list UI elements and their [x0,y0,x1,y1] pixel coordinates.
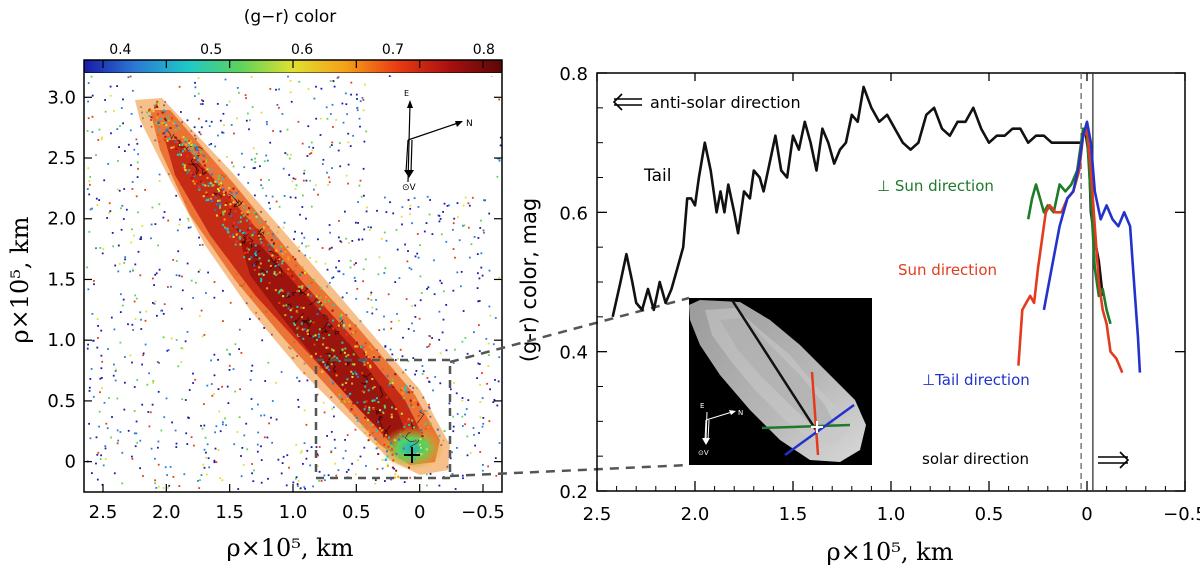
colorbar-tick-label: 0.6 [291,42,313,58]
left-panel: (g−r) color 0.4 0.5 0.6 0.7 0.8 [6,7,505,562]
solar-label: solar direction [922,450,1029,468]
right-y-axis-label: (g-r) color, mag [517,198,541,362]
left-x-tick-label: 0.5 [342,502,371,523]
orientation-compass: E N ⊙V [368,77,496,195]
solar-arrow [1098,451,1130,469]
nucleus-position-lines [1080,73,1094,491]
anti-solar-arrow [612,93,642,111]
zoom-connector-bottom [449,463,690,478]
inset-compass-north-label: N [738,409,743,417]
left-y-tick-label: 2.0 [47,209,76,230]
perp-sun-label: ⊥ Sun direction [877,177,994,195]
inset-compass-east-label: E [700,402,704,410]
series-line-sun-direction [1026,127,1112,325]
left-x-tick-label: 1.0 [279,502,308,523]
left-x-tick-label: 1.5 [215,502,244,523]
inset-compass: E N ⊙V [698,402,743,457]
left-y-axis: 0 0.5 1.0 1.5 2.0 2.5 3.0 [47,87,502,473]
inset-tail-line [730,299,818,431]
left-y-tick-label: 3.0 [47,87,76,108]
right-x-tick-label: 2.0 [681,504,710,525]
perp-tail-label: ⊥Tail direction [922,371,1030,389]
nucleus-marker [404,447,420,463]
inset-compass-view-label: ⊙V [698,449,709,457]
compass-east-label: E [404,89,409,98]
tail-color-speckles [146,100,446,479]
right-x-axis: 2.5 2.0 1.5 1.0 0.5 0 −0.5 [583,73,1200,525]
sun-label: Sun direction [898,261,997,279]
right-y-axis: 0.2 0.4 0.6 0.8 [559,64,1185,503]
right-x-tick-label: 2.5 [583,504,612,525]
left-x-tick-label: 2.5 [89,502,118,523]
right-y-tick-label: 0.4 [559,343,588,364]
colorbar-title: (g−r) color [244,7,337,27]
left-x-tick-label: 2.0 [152,502,181,523]
inset-sun-line [810,371,820,456]
right-panel: 2.5 2.0 1.5 1.0 0.5 0 −0.5 0.2 0.4 0.6 0.8 (g-r) … [517,64,1200,566]
tail-label: Tail [643,166,671,186]
right-y-tick-label: 0.2 [559,482,588,503]
compass-view-label: ⊙V [402,183,417,193]
comet-tail [135,98,450,475]
right-y-tick-label: 0.6 [559,203,588,224]
compass-north-label: N [466,119,473,129]
colorbar-tick-label: 0.7 [382,42,404,58]
anti-solar-label: anti-solar direction [650,93,801,112]
series-line-tail-direction [1042,120,1142,373]
left-y-axis-label: ρ×10⁵, km [6,216,34,343]
inset-perp-tail-line [784,403,855,457]
inset-image: E N ⊙V [689,298,872,465]
colorbar-tick-label: 0.5 [200,42,222,58]
left-y-tick-label: 2.5 [47,148,76,169]
colorbar-tick-label: 0.8 [473,42,495,58]
left-x-axis: 2.5 2.0 1.5 1.0 0.5 0 −0.5 [89,60,505,523]
left-y-tick-label: 1.5 [47,269,76,290]
series-line-sun-direction [1017,127,1124,374]
left-y-tick-label: 0 [65,452,76,473]
right-x-tick-label: 1.0 [877,504,906,525]
right-x-tick-label: 0.5 [975,504,1004,525]
inset-perp-sun-line [761,423,851,430]
right-x-tick-label: 0 [1081,504,1092,525]
series-lines [611,85,1142,374]
inset-nucleus-marker [811,421,823,433]
series-line-tail [611,85,1104,318]
colorbar-tick-labels: 0.4 0.5 0.6 0.7 0.8 [109,42,495,58]
right-x-tick-label: 1.5 [779,504,808,525]
left-x-tick-label: −0.5 [461,502,505,523]
left-y-tick-label: 1.0 [47,330,76,351]
left-x-tick-label: 0 [414,502,425,523]
right-x-tick-label: −0.5 [1163,504,1200,525]
right-y-tick-label: 0.8 [559,64,588,85]
left-y-tick-label: 0.5 [47,391,76,412]
left-x-axis-label: ρ×10⁵, km [227,534,354,562]
colorbar-tick-label: 0.4 [109,42,131,58]
right-x-axis-label: ρ×10⁵, km [827,538,954,566]
